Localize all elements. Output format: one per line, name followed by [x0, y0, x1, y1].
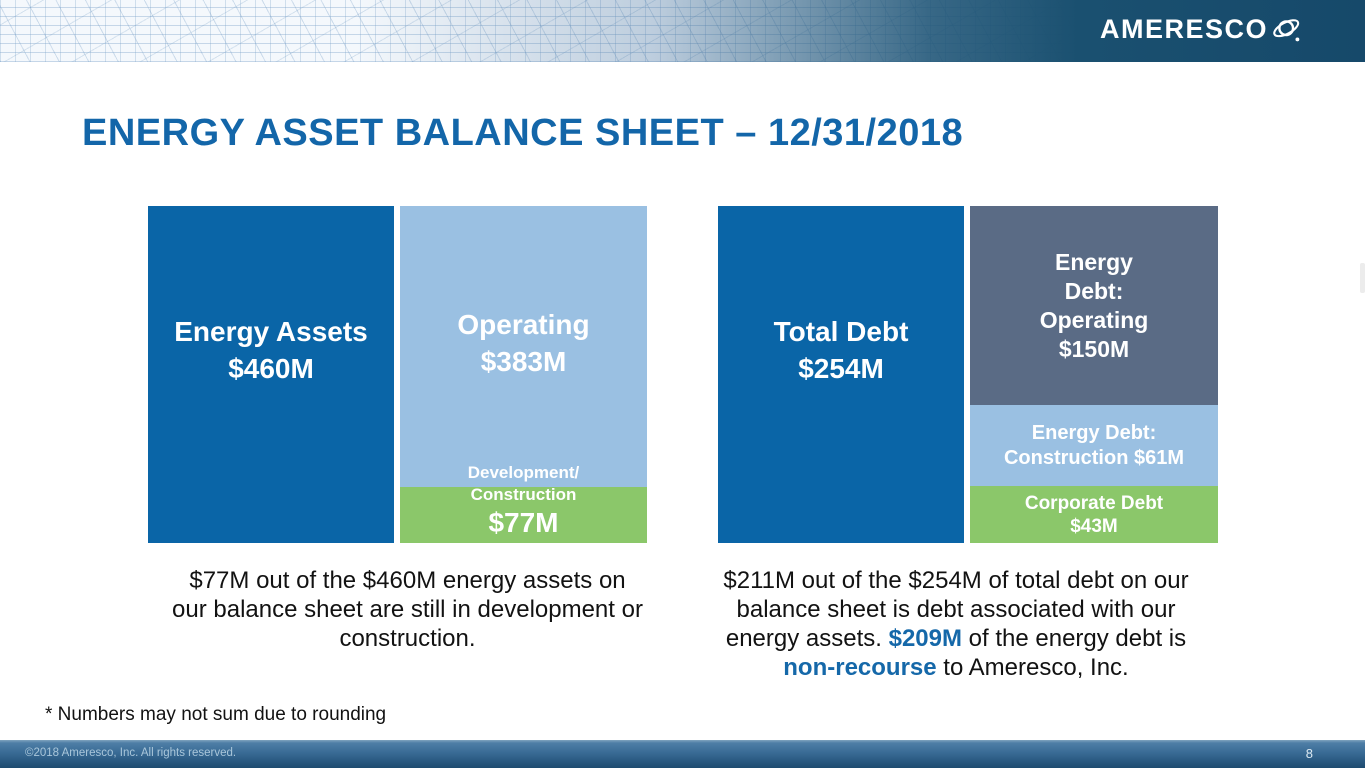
banner-blueprint-background: AMERESCO [0, 0, 1365, 62]
debt-caption-209m-highlight: $209M [888, 625, 962, 652]
energy-assets-label-line2: $460M [228, 353, 314, 384]
assets-caption-line3: construction. [339, 625, 476, 652]
debt-caption-line3-text2: of the energy debt is [961, 625, 1187, 652]
assets-caption: $77M out of the $460M energy assets on o… [150, 566, 665, 653]
corporate-debt-line2: $43M [1070, 515, 1118, 537]
total-debt-label: Total Debt $254M [718, 206, 964, 387]
debt-caption-line2: balance sheet is debt associated with ou… [736, 596, 1176, 623]
devcon-label-line2: Construction [470, 485, 577, 504]
energy-debt-operating-line3: Operating [1039, 306, 1149, 333]
scrollbar-thumb[interactable] [1360, 263, 1365, 293]
development-construction-label: Development/ Construction $77M [400, 462, 647, 539]
operating-label: Operating $383M [400, 206, 647, 380]
debt-caption-line3-text: energy assets. [725, 625, 889, 652]
debt-caption: $211M out of the $254M of total debt on … [695, 566, 1217, 682]
assets-caption-line2: our balance sheet are still in developme… [172, 596, 643, 623]
total-debt-stacked-bar: Energy Debt: Operating $150M Energy Debt… [970, 206, 1218, 543]
devcon-label-line1: Development/ [467, 463, 580, 482]
total-debt-label-line2: $254M [798, 353, 884, 384]
energy-assets-total-bar: Energy Assets $460M [148, 206, 394, 543]
corporate-debt-line1: Corporate Debt [1024, 492, 1164, 514]
assets-caption-line1: $77M out of the $460M energy assets on [189, 567, 626, 594]
corporate-debt-segment: Corporate Debt $43M [970, 486, 1218, 543]
total-debt-label-line1: Total Debt [773, 316, 909, 347]
page-title: ENERGY ASSET BALANCE SHEET – 12/31/2018 [82, 112, 964, 154]
energy-debt-operating-line2: Debt: [1064, 277, 1124, 304]
energy-assets-label: Energy Assets $460M [148, 206, 394, 387]
orbit-icon [1273, 19, 1300, 42]
debt-caption-nonrecourse-highlight: non-recourse [783, 654, 937, 681]
devcon-label-line3: $77M [488, 507, 559, 538]
energy-debt-construction-line1: Energy Debt: [1031, 421, 1157, 444]
page-number: 8 [1305, 746, 1313, 761]
debt-caption-line4: non-recourse to Ameresco, Inc. [695, 653, 1217, 682]
copyright-text: ©2018 Ameresco, Inc. All rights reserved… [25, 747, 237, 759]
energy-assets-label-line1: Energy Assets [174, 316, 368, 347]
operating-label-line2: $383M [480, 346, 567, 377]
energy-assets-stacked-bar: Operating $383M Development/ Constructio… [400, 206, 647, 543]
debt-caption-line3: energy assets. $209M of the energy debt … [695, 624, 1217, 653]
energy-debt-construction-line2: Construction $61M [1003, 446, 1185, 469]
ameresco-logo-text: AMERESCO [1099, 13, 1268, 44]
total-debt-bar: Total Debt $254M [718, 206, 964, 543]
rounding-footnote: * Numbers may not sum due to rounding [45, 704, 387, 725]
debt-caption-line4-text: to Ameresco, Inc. [936, 654, 1129, 681]
development-construction-segment [400, 487, 647, 543]
ameresco-logo: AMERESCO [1100, 13, 1303, 45]
operating-label-line1: Operating [457, 309, 590, 340]
energy-debt-operating-line1: Energy [1055, 248, 1133, 275]
footer-bar: ©2018 Ameresco, Inc. All rights reserved… [0, 740, 1365, 768]
energy-debt-construction-segment: Energy Debt: Construction $61M [970, 405, 1218, 486]
operating-segment: Operating $383M [400, 206, 647, 487]
energy-debt-operating-line4: $150M [1058, 335, 1130, 362]
debt-caption-line1: $211M out of the $254M of total debt on … [723, 567, 1189, 594]
energy-debt-operating-segment: Energy Debt: Operating $150M [970, 206, 1218, 405]
